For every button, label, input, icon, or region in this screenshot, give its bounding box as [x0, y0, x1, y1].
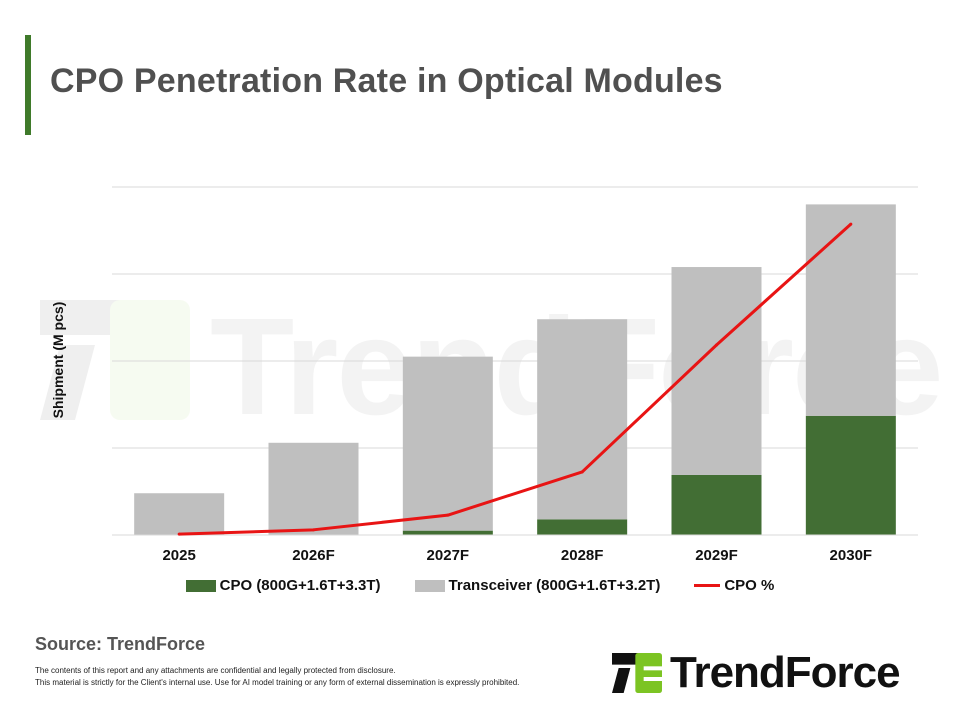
- logo-text: TrendForce: [670, 648, 901, 697]
- x-tick-label: 2027F: [427, 547, 470, 564]
- x-tick-label: 2030F: [830, 547, 873, 564]
- bar-transceiver: [402, 356, 493, 531]
- trendforce-logo: TrendForce: [612, 648, 901, 698]
- legend-label-transceiver: Transceiver (800G+1.6T+3.2T): [448, 577, 661, 594]
- legend-swatch-cpo-pct: [694, 584, 721, 587]
- bar-transceiver: [268, 442, 359, 535]
- disclaimer-line-2: This material is strictly for the Client…: [35, 678, 520, 687]
- bar-cpo: [671, 474, 762, 535]
- point-cpo-pct: [312, 528, 315, 532]
- point-cpo-pct: [849, 222, 853, 226]
- bar-transceiver: [134, 493, 225, 535]
- line-cpo-pct: [179, 223, 852, 536]
- legend-label-cpo: CPO (800G+1.6T+3.3T): [219, 577, 381, 594]
- trendforce-logo-icon: [612, 653, 662, 693]
- point-cpo-pct: [177, 532, 181, 536]
- page-title: CPO Penetration Rate in Optical Modules: [50, 62, 723, 100]
- x-tick-label: 2025: [162, 547, 195, 564]
- bar-transceiver: [671, 267, 762, 475]
- x-tick-label: 2028F: [561, 547, 604, 564]
- bar-transceiver: [537, 319, 628, 520]
- source-note: Source: TrendForce: [35, 634, 206, 654]
- legend-label-cpo-pct: CPO %: [724, 577, 775, 594]
- y-axis-label: Shipment (M pcs): [50, 301, 66, 419]
- legend-swatch-transceiver: [414, 579, 445, 592]
- legend-item-cpo-pct: CPO %: [694, 577, 774, 594]
- bar-cpo: [402, 530, 493, 535]
- bar-cpo: [537, 519, 628, 535]
- x-tick-label: 2026F: [292, 547, 335, 564]
- legend-swatch-cpo: [185, 579, 216, 592]
- legend-item-cpo: CPO (800G+1.6T+3.3T): [185, 577, 381, 594]
- watermark-logo-icon: [40, 300, 190, 420]
- disclaimer-line-1: The contents of this report and any atta…: [35, 666, 396, 675]
- x-tick-label: 2029F: [695, 547, 738, 564]
- disclaimer: The contents of this report and any atta…: [35, 665, 519, 689]
- bar-cpo: [805, 415, 896, 535]
- point-cpo-pct: [715, 343, 718, 347]
- point-cpo-pct: [580, 470, 584, 474]
- point-cpo-pct: [446, 513, 450, 517]
- title-accent-bar: [25, 35, 31, 135]
- bar-transceiver: [805, 204, 896, 416]
- legend-item-transceiver: Transceiver (800G+1.6T+3.2T): [414, 577, 661, 594]
- legend: CPO (800G+1.6T+3.3T) Transceiver (800G+1…: [0, 577, 960, 594]
